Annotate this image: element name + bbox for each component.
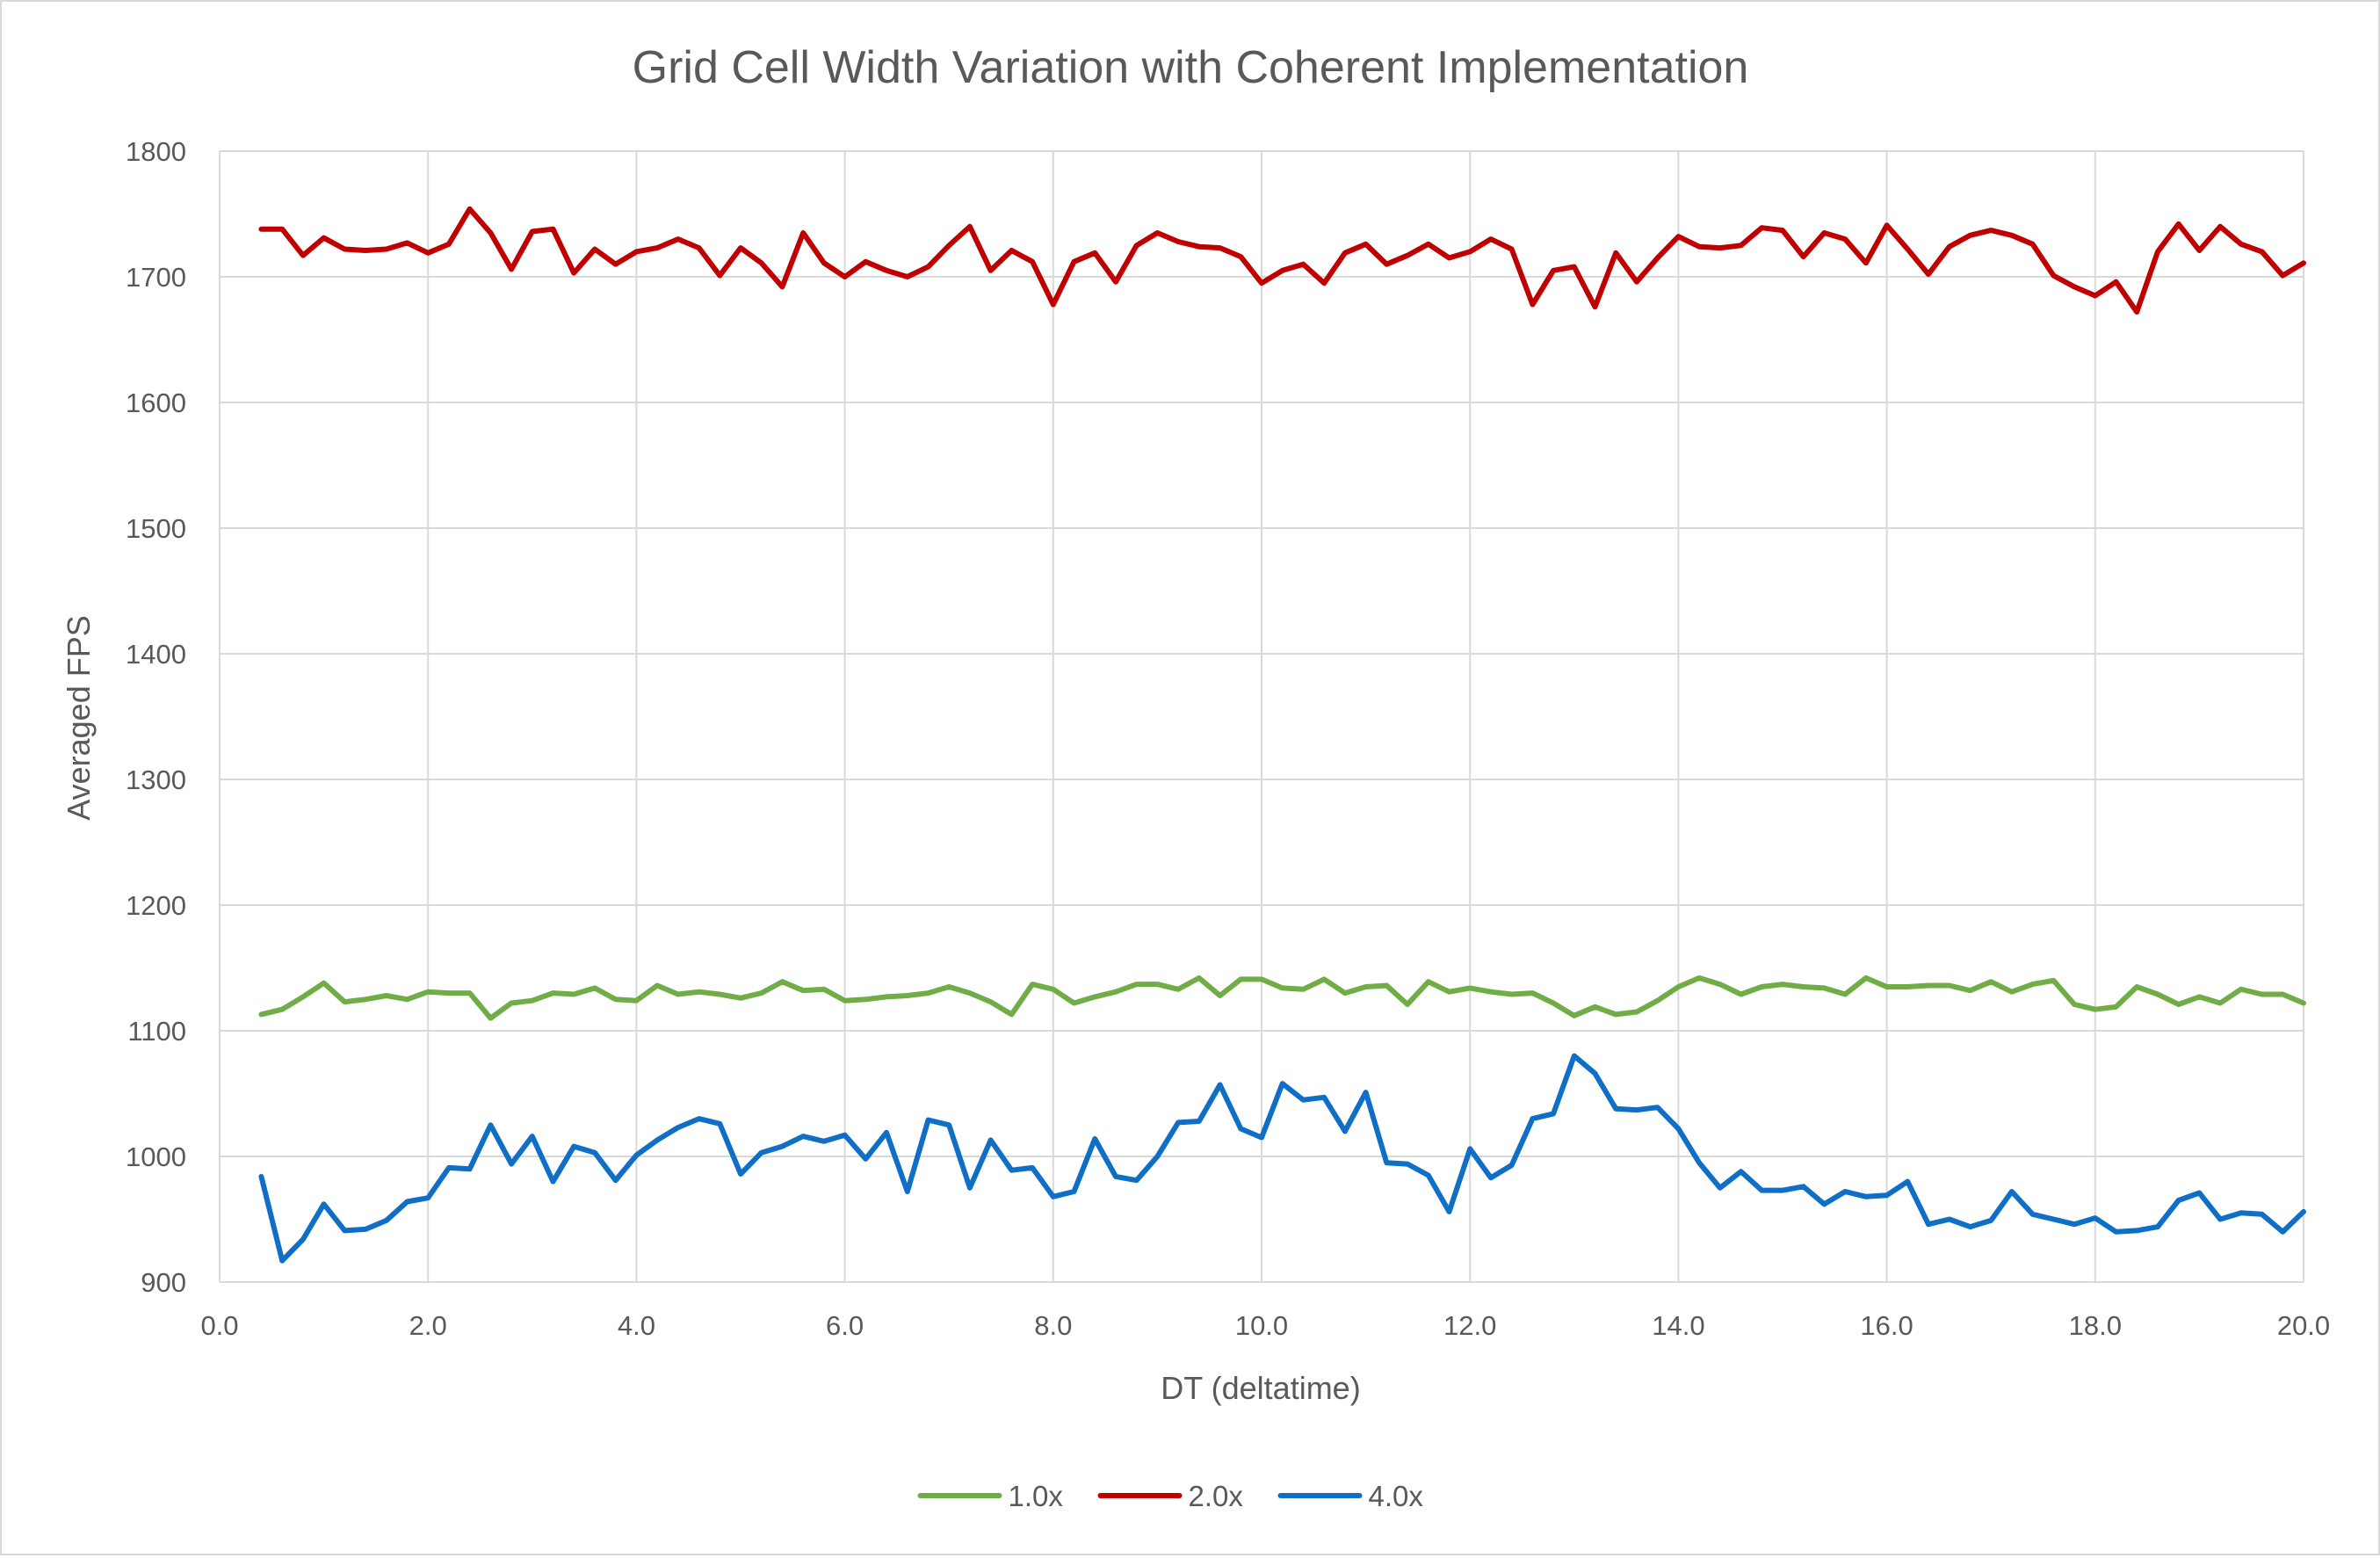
y-tick-label: 1300: [126, 765, 186, 795]
y-tick-label: 1600: [126, 388, 186, 418]
legend-item: 1.0x: [917, 1480, 1064, 1512]
series-line-2.0x: [258, 206, 2306, 315]
x-tick-label: 12.0: [1443, 1310, 1496, 1341]
x-tick-label: 20.0: [2277, 1310, 2330, 1341]
y-tick-label: 1200: [126, 890, 186, 921]
x-tick-label: 10.0: [1235, 1310, 1288, 1341]
legend: 1.0x 2.0x 4.0x: [917, 1480, 1424, 1512]
x-tick-label: 6.0: [826, 1310, 864, 1341]
legend-label: 1.0x: [1009, 1480, 1064, 1512]
series-lines: [258, 206, 2306, 1264]
y-tick-label: 1100: [127, 1016, 186, 1047]
gridlines: [219, 150, 2304, 1283]
x-tick-label: 14.0: [1652, 1310, 1704, 1341]
series-line-4.0x: [258, 1053, 2306, 1264]
legend-label: 2.0x: [1189, 1480, 1244, 1512]
x-tick-label: 18.0: [2069, 1310, 2122, 1341]
y-tick-label: 1700: [126, 262, 186, 293]
y-tick-label: 1800: [126, 136, 186, 167]
y-tick-label: 1400: [126, 639, 186, 670]
y-tick-label: 1000: [126, 1141, 186, 1172]
x-tick-label: 2.0: [409, 1310, 447, 1341]
legend-item: 4.0x: [1277, 1480, 1424, 1512]
y-axis-ticks: 900 1000 1100 1200 1300 1400 1500 1600 1700 1800: [126, 136, 186, 1298]
y-axis-title: Averaged FPS: [61, 615, 97, 820]
series-line-1.0x: [258, 975, 2306, 1021]
x-axis-ticks: 0.0 2.0 4.0 6.0 8.0 10.0 12.0 14.0 16.0 18.0 20.0: [200, 1310, 2330, 1341]
y-tick-label: 1500: [126, 513, 186, 544]
x-tick-label: 16.0: [1860, 1310, 1913, 1341]
x-tick-label: 0.0: [200, 1310, 238, 1341]
x-tick-label: 4.0: [618, 1310, 655, 1341]
legend-label: 4.0x: [1369, 1480, 1424, 1512]
x-axis-title: DT (deltatime): [1161, 1370, 1360, 1406]
chart-title: Grid Cell Width Variation with Coherent …: [633, 42, 1749, 93]
y-tick-label: 900: [141, 1267, 186, 1298]
legend-item: 2.0x: [1097, 1480, 1244, 1512]
x-tick-label: 8.0: [1034, 1310, 1072, 1341]
